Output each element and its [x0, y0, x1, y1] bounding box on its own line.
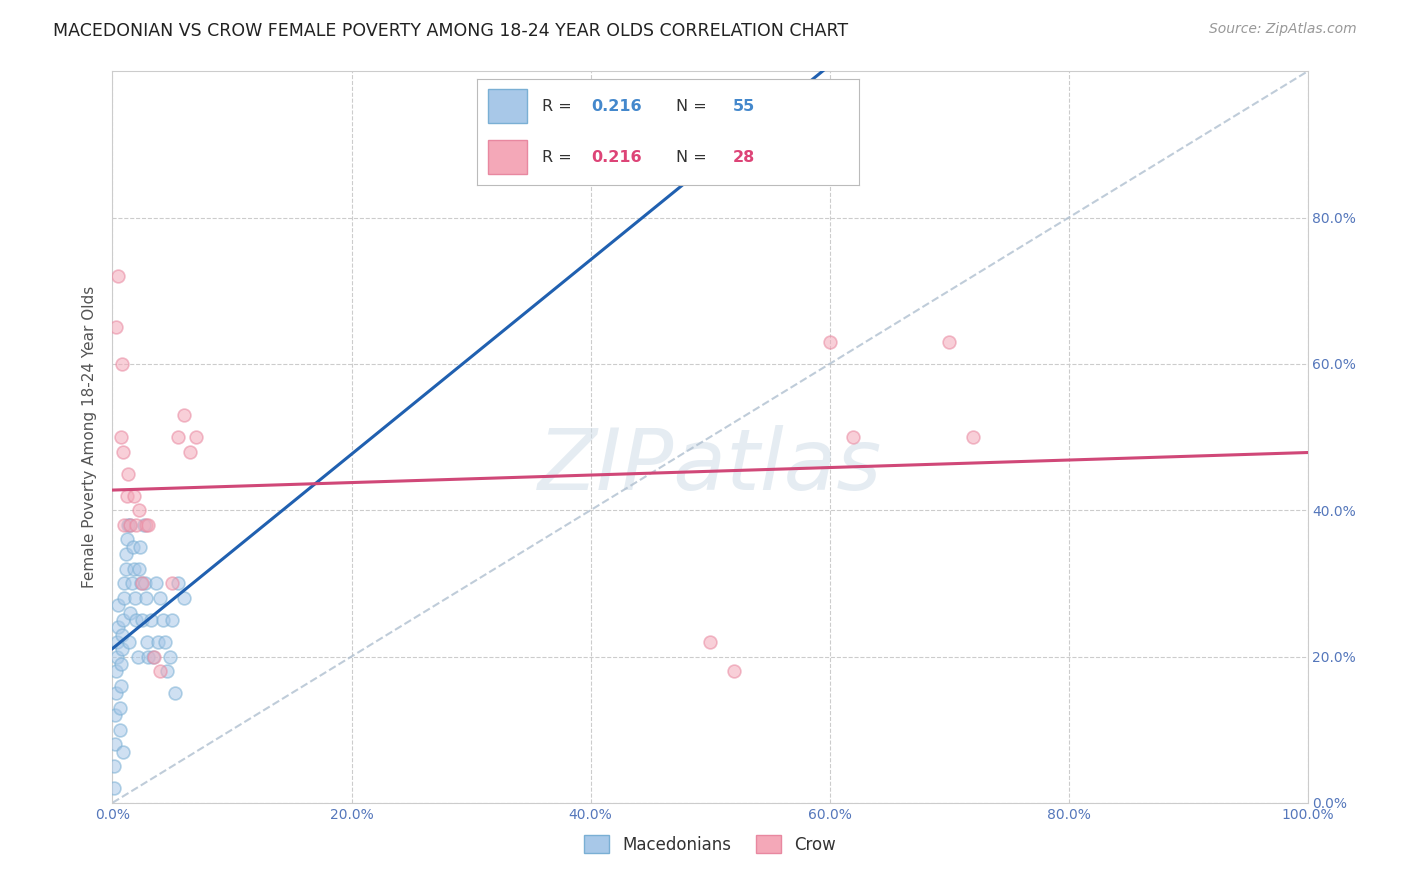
Point — [127, 649, 149, 664]
Point — [135, 591, 157, 605]
Point — [107, 599, 129, 613]
Point — [124, 591, 146, 605]
Point — [110, 657, 132, 671]
Point — [105, 649, 128, 664]
Y-axis label: Female Poverty Among 18-24 Year Olds: Female Poverty Among 18-24 Year Olds — [82, 286, 97, 588]
Point — [131, 576, 153, 591]
Point — [142, 649, 165, 664]
Point — [117, 517, 139, 532]
Point — [111, 357, 134, 371]
Point — [107, 620, 129, 634]
Point — [129, 576, 152, 591]
Point — [163, 686, 186, 700]
Point — [179, 444, 201, 458]
Point — [115, 489, 138, 503]
Point — [818, 334, 841, 349]
Point — [146, 635, 169, 649]
Point — [139, 613, 162, 627]
Text: Source: ZipAtlas.com: Source: ZipAtlas.com — [1209, 22, 1357, 37]
Point — [122, 562, 145, 576]
Point — [115, 533, 138, 547]
Point — [105, 320, 128, 334]
Point — [167, 430, 190, 444]
Point — [105, 664, 128, 678]
Point — [125, 613, 148, 627]
Point — [105, 686, 128, 700]
Point — [103, 759, 125, 773]
Point — [121, 576, 143, 591]
Point — [114, 547, 136, 561]
Point — [121, 540, 143, 554]
Point — [138, 517, 160, 532]
Point — [143, 649, 166, 664]
Point — [104, 708, 127, 723]
Point — [129, 540, 152, 554]
Point — [110, 679, 132, 693]
Legend: Macedonians, Crow: Macedonians, Crow — [576, 829, 844, 860]
Point — [117, 467, 139, 481]
Point — [136, 635, 159, 649]
Point — [152, 613, 174, 627]
Point — [149, 664, 172, 678]
Point — [135, 517, 157, 532]
Point — [120, 517, 142, 532]
Point — [128, 503, 150, 517]
Point — [186, 430, 208, 444]
Point — [156, 664, 179, 678]
Point — [138, 649, 160, 664]
Point — [842, 430, 865, 444]
Point — [118, 635, 141, 649]
Text: MACEDONIAN VS CROW FEMALE POVERTY AMONG 18-24 YEAR OLDS CORRELATION CHART: MACEDONIAN VS CROW FEMALE POVERTY AMONG … — [53, 22, 849, 40]
Point — [173, 408, 195, 422]
Point — [114, 562, 136, 576]
Point — [104, 737, 127, 751]
Point — [110, 430, 132, 444]
Point — [162, 613, 183, 627]
Point — [111, 627, 134, 641]
Point — [723, 664, 745, 678]
Point — [162, 576, 183, 591]
Point — [132, 517, 155, 532]
Point — [125, 517, 148, 532]
Point — [103, 781, 125, 796]
Point — [114, 517, 135, 532]
Point — [112, 444, 135, 458]
Point — [114, 591, 135, 605]
Point — [149, 591, 172, 605]
Point — [111, 642, 134, 657]
Point — [938, 334, 960, 349]
Point — [173, 591, 195, 605]
Point — [134, 576, 156, 591]
Point — [128, 562, 150, 576]
Point — [112, 745, 135, 759]
Point — [153, 635, 176, 649]
Point — [108, 723, 131, 737]
Point — [112, 613, 135, 627]
Point — [699, 635, 721, 649]
Point — [114, 576, 135, 591]
Point — [120, 606, 142, 620]
Text: ZIPatlas: ZIPatlas — [538, 425, 882, 508]
Point — [962, 430, 984, 444]
Point — [122, 489, 145, 503]
Point — [131, 613, 153, 627]
Point — [105, 635, 128, 649]
Point — [167, 576, 190, 591]
Point — [107, 269, 129, 284]
Point — [159, 649, 181, 664]
Point — [145, 576, 167, 591]
Point — [120, 517, 142, 532]
Point — [108, 700, 131, 714]
